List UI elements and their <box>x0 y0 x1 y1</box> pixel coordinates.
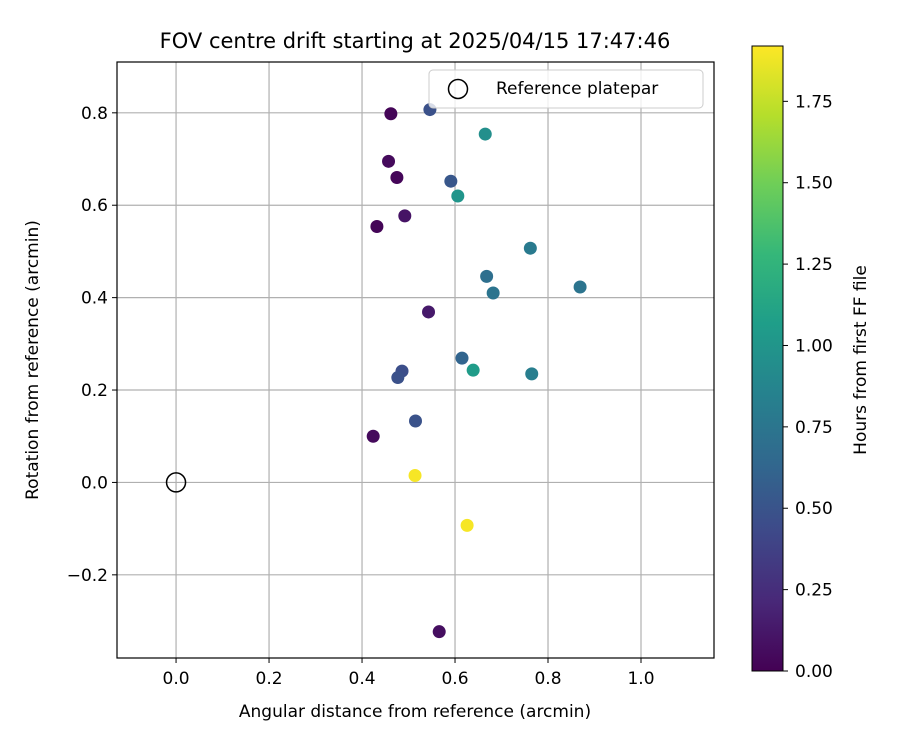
data-point <box>409 414 422 428</box>
scatter-points <box>165 103 587 639</box>
y-tick-label: 0.6 <box>81 196 108 216</box>
legend-marker-reference <box>447 78 469 100</box>
data-point <box>523 241 537 255</box>
data-point <box>370 219 384 233</box>
y-tick-label: 0.4 <box>81 289 108 309</box>
data-point <box>460 518 474 532</box>
data-point <box>525 367 539 381</box>
data-point <box>366 429 380 443</box>
data-point <box>422 305 436 319</box>
reference-platepar-marker <box>165 472 187 493</box>
x-tick-label: 0.2 <box>256 669 283 689</box>
data-point <box>480 269 494 283</box>
legend: Reference platepar <box>428 69 704 109</box>
data-point <box>455 351 469 365</box>
grid <box>117 62 714 658</box>
colorbar-tick-label: 0.25 <box>795 581 833 601</box>
legend-label-reference: Reference platepar <box>496 79 658 99</box>
colorbar-tick-label: 1.00 <box>795 336 833 356</box>
data-point <box>573 280 587 294</box>
x-tick-label: 0.0 <box>163 669 190 689</box>
x-axis-ticks: 0.0 0.2 0.4 0.6 0.8 1.0 <box>163 658 655 689</box>
x-tick-label: 0.8 <box>534 669 561 689</box>
data-point <box>432 625 446 639</box>
data-point <box>408 469 422 483</box>
plot-area-frame <box>116 61 715 659</box>
data-point <box>382 154 396 168</box>
y-axis-ticks: −0.2 0.0 0.2 0.4 0.6 0.8 <box>67 104 117 586</box>
y-tick-label: 0.8 <box>81 104 108 124</box>
chart-title: FOV centre drift starting at 2025/04/15 … <box>160 29 671 53</box>
data-point <box>391 371 405 385</box>
data-point <box>466 363 480 377</box>
x-axis-label: Angular distance from reference (arcmin) <box>239 702 591 722</box>
colorbar-gradient <box>751 45 784 672</box>
data-point <box>451 189 465 203</box>
data-point <box>486 286 500 300</box>
x-tick-label: 0.4 <box>349 669 376 689</box>
data-point <box>398 209 412 223</box>
colorbar: 0.00 0.25 0.50 0.75 1.00 1.25 1.50 1.75 Hours f… <box>751 45 871 682</box>
colorbar-label: Hours from first FF file <box>851 265 871 455</box>
y-tick-label: 0.2 <box>81 381 108 401</box>
colorbar-tick-label: 0.75 <box>795 418 833 438</box>
colorbar-tick-label: 1.25 <box>795 255 833 275</box>
x-tick-label: 1.0 <box>627 669 654 689</box>
y-tick-label: 0.0 <box>81 473 108 493</box>
y-axis-label: Rotation from reference (arcmin) <box>23 220 43 500</box>
data-point <box>478 127 492 141</box>
colorbar-tick-label: 1.75 <box>795 92 833 112</box>
data-point <box>384 107 398 121</box>
colorbar-ticks: 0.00 0.25 0.50 0.75 1.00 1.25 1.50 1.75 <box>783 92 833 682</box>
y-tick-label: −0.2 <box>67 566 108 586</box>
legend-box <box>428 69 704 109</box>
colorbar-tick-label: 0.00 <box>795 662 833 682</box>
x-tick-label: 0.6 <box>441 669 468 689</box>
colorbar-tick-label: 0.50 <box>795 499 833 519</box>
data-point <box>390 171 404 185</box>
colorbar-tick-label: 1.50 <box>795 174 833 194</box>
data-point <box>444 174 458 188</box>
